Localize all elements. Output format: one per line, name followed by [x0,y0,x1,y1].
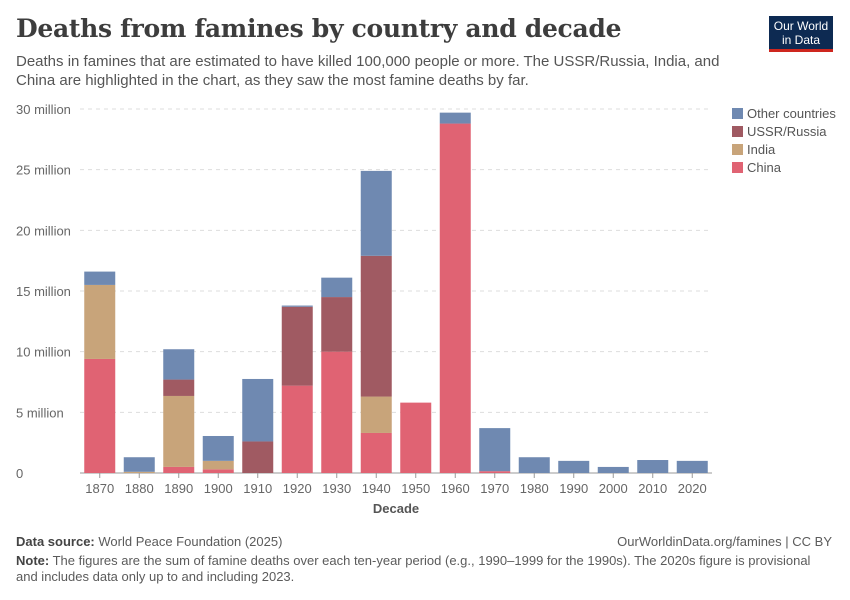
bar-other-countries-1890 [163,349,195,380]
note-label: Note: [16,553,50,568]
bar-other-countries-2000 [597,466,629,473]
bar-other-countries-1930 [321,277,353,298]
x-tick-label: 2010 [638,481,667,496]
owid-logo[interactable]: Our World in Data [769,16,833,52]
legend-label: India [747,142,776,157]
bar-other-countries-1960 [439,112,471,124]
x-tick-label: 1980 [520,481,549,496]
legend-swatch [732,126,743,137]
source-url[interactable]: OurWorldinData.org/famines | CC BY [617,534,832,549]
y-tick-label: 20 million [16,223,71,238]
x-tick-label: 2000 [599,481,628,496]
bar-china-1950 [400,402,432,473]
bar-other-countries-1980 [518,457,550,473]
chart-title: Deaths from famines by country and decad… [16,14,622,43]
bar-other-countries-1870 [84,271,116,285]
bar-other-countries-1990 [558,460,590,473]
x-tick-label: 1870 [85,481,114,496]
bar-other-countries-1880 [123,457,155,472]
bar-other-countries-1940 [360,170,392,256]
bar-india-1890 [163,395,195,467]
bar-other-countries-2020 [676,460,708,473]
x-tick-label: 1950 [401,481,430,496]
bar-other-countries-1920 [281,305,313,307]
bar-ussr-russia-1910 [242,441,274,473]
legend-label: USSR/Russia [747,124,827,139]
bar-ussr-russia-1890 [163,379,195,396]
source-label: Data source: [16,534,95,549]
y-tick-label: 5 million [16,405,64,420]
bar-china-1890 [163,466,195,473]
bar-india-1880 [123,471,155,473]
bar-china-1920 [281,385,313,473]
note-text: The figures are the sum of famine deaths… [16,553,811,584]
legend-label: Other countries [747,106,836,121]
x-tick-label: 1960 [441,481,470,496]
x-axis-label: Decade [373,501,419,516]
legend-swatch [732,108,743,119]
bar-china-1970 [479,471,511,473]
legend-swatch [732,162,743,173]
y-tick-label: 25 million [16,163,71,178]
x-tick-label: 1910 [243,481,272,496]
bar-china-1960 [439,123,471,473]
bar-india-1870 [84,284,116,359]
bar-india-1900 [202,460,234,470]
bar-china-1870 [84,358,116,473]
x-tick-label: 1990 [559,481,588,496]
logo-line1: Our World [773,19,829,33]
bar-other-countries-2010 [637,460,669,473]
bar-ussr-russia-1920 [281,306,313,386]
source-text: World Peace Foundation (2025) [98,534,283,549]
bar-other-countries-1970 [479,428,511,472]
x-tick-label: 1900 [204,481,233,496]
bar-other-countries-1900 [202,435,234,461]
legend-label: China [747,160,782,175]
logo-line2: in Data [781,33,821,47]
y-tick-label: 30 million [16,102,71,117]
bar-ussr-russia-1930 [321,297,353,352]
y-tick-label: 0 [16,466,23,481]
legend-swatch [732,144,743,155]
y-tick-label: 10 million [16,345,71,360]
bar-other-countries-1910 [242,378,274,442]
x-tick-label: 2020 [678,481,707,496]
x-tick-label: 1890 [164,481,193,496]
bar-china-1930 [321,351,353,473]
bar-ussr-russia-1940 [360,255,392,397]
bar-china-1940 [360,432,392,473]
x-tick-label: 1880 [125,481,154,496]
x-tick-label: 1940 [362,481,391,496]
data-source: Data source: World Peace Foundation (202… [16,534,282,549]
x-tick-label: 1970 [480,481,509,496]
x-tick-label: 1930 [322,481,351,496]
note: Note: The figures are the sum of famine … [16,553,831,585]
bar-china-1900 [202,469,234,473]
chart-subtitle: Deaths in famines that are estimated to … [16,53,720,89]
x-tick-label: 1920 [283,481,312,496]
bar-india-1940 [360,396,392,433]
y-tick-label: 15 million [16,284,71,299]
